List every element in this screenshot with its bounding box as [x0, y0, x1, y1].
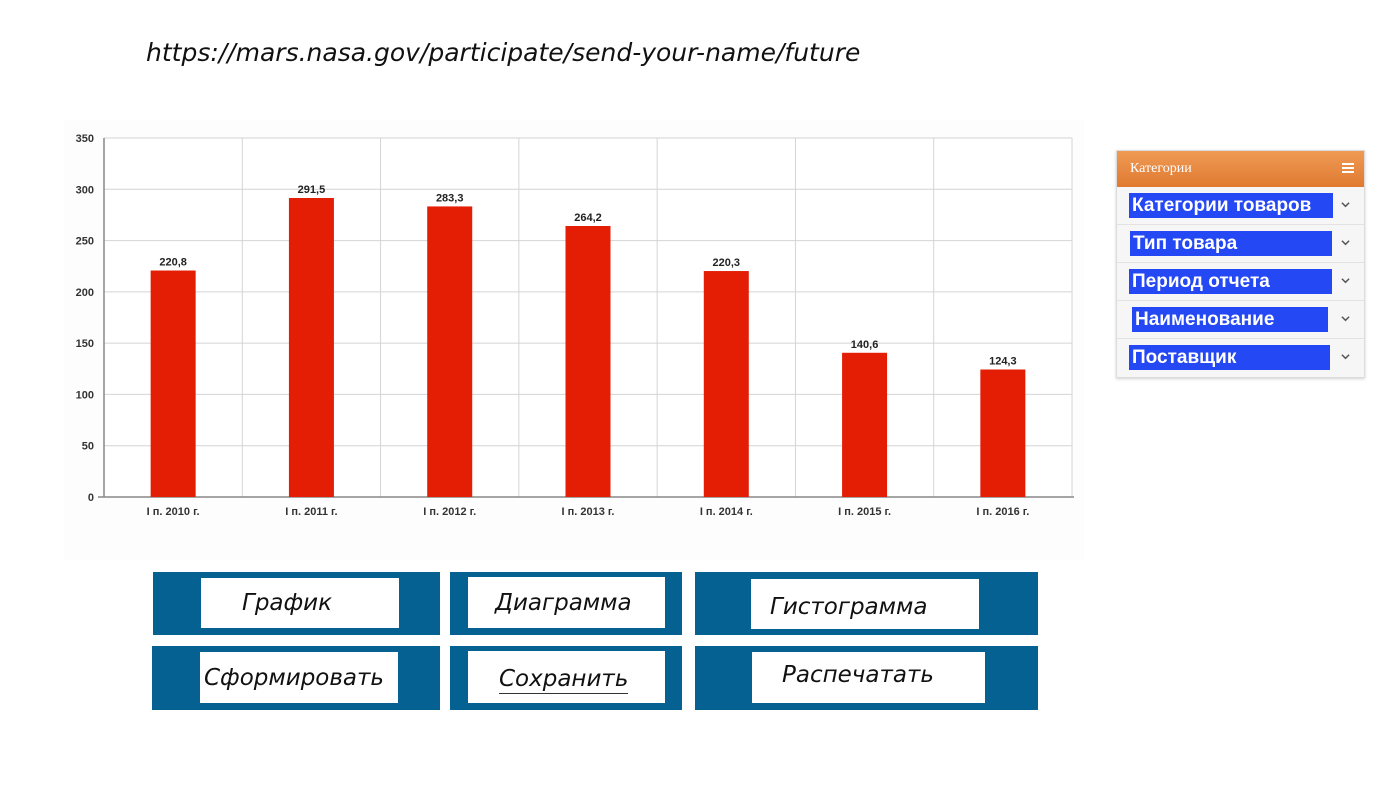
- print-button-label: Распечатать: [782, 661, 934, 688]
- data-label: 220,3: [713, 257, 741, 269]
- sidebar-item-label: Период отчета: [1129, 269, 1332, 294]
- chevron-down-icon: [1341, 240, 1350, 246]
- generate-button-label: Сформировать: [204, 664, 384, 691]
- bar: [703, 271, 749, 497]
- save-button[interactable]: Сохранить: [468, 651, 665, 703]
- diagram-button[interactable]: Диаграмма: [468, 577, 665, 628]
- y-tick-label: 0: [88, 492, 94, 504]
- x-tick-label: I п. 2011 г.: [285, 506, 337, 518]
- y-tick-label: 300: [76, 184, 94, 196]
- save-button-label: Сохранить: [499, 666, 629, 695]
- sidebar-item-supplier[interactable]: Поставщик: [1117, 339, 1364, 376]
- diagram-button-label: Диаграмма: [495, 589, 632, 616]
- url-text: https://mars.nasa.gov/participate/send-y…: [146, 38, 861, 67]
- data-label: 264,2: [574, 212, 602, 224]
- sidebar-item-product-categories[interactable]: Категории товаров: [1117, 187, 1364, 225]
- y-tick-label: 150: [76, 338, 94, 350]
- sidebar-item-report-period[interactable]: Период отчета: [1117, 263, 1364, 301]
- histogram-button[interactable]: Гистограмма: [751, 579, 979, 629]
- y-tick-label: 350: [76, 133, 94, 145]
- diagram-button-frame: Диаграмма: [450, 572, 682, 635]
- sidebar-item-name[interactable]: Наименование: [1117, 301, 1364, 339]
- chevron-down-icon: [1341, 354, 1350, 360]
- data-label: 220,8: [159, 257, 187, 269]
- data-label: 283,3: [436, 192, 464, 204]
- chart-button-frame: График: [153, 572, 440, 635]
- x-tick-label: I п. 2012 г.: [423, 506, 476, 518]
- data-label: 124,3: [989, 356, 1017, 368]
- histogram-button-label: Гистограмма: [770, 594, 928, 620]
- y-tick-label: 250: [76, 236, 94, 248]
- bar-chart: 0 50 100 150 200 250 300 350 220,8 I п. 2010 г. 29…: [64, 120, 1084, 560]
- bar: [842, 352, 888, 497]
- sidebar-item-label: Поставщик: [1129, 345, 1330, 370]
- x-tick-label: I п. 2013 г.: [562, 506, 615, 518]
- x-tick-label: I п. 2015 г.: [838, 506, 891, 518]
- sidebar-item-product-type[interactable]: Тип товара: [1117, 225, 1364, 263]
- bar: [427, 206, 473, 497]
- bar-chart-svg: 0 50 100 150 200 250 300 350 220,8 I п. 2010 г. 29…: [76, 133, 1074, 518]
- sidebar-item-label: Наименование: [1132, 307, 1328, 332]
- print-button-frame: Распечатать: [695, 646, 1038, 710]
- print-button[interactable]: Распечатать: [752, 652, 985, 703]
- save-button-frame: Сохранить: [450, 646, 682, 710]
- chart-button[interactable]: График: [201, 578, 399, 628]
- y-tick-label: 100: [76, 389, 94, 401]
- bar: [288, 198, 334, 498]
- chevron-down-icon: [1341, 202, 1350, 208]
- sidebar-item-label: Тип товара: [1130, 231, 1332, 256]
- sidebar-item-label: Категории товаров: [1129, 193, 1333, 218]
- x-tick-label: I п. 2010 г.: [147, 506, 200, 518]
- sidebar-title: Категории: [1130, 161, 1192, 176]
- chevron-down-icon: [1341, 316, 1350, 322]
- y-tick-label: 200: [76, 287, 94, 299]
- y-tick-label: 50: [82, 441, 94, 453]
- bar: [980, 369, 1026, 497]
- bar: [150, 270, 196, 497]
- hamburger-menu-icon[interactable]: [1342, 163, 1354, 174]
- generate-button-frame: Сформировать: [152, 646, 440, 710]
- data-label: 140,6: [851, 339, 879, 351]
- chevron-down-icon: [1341, 278, 1350, 284]
- generate-button[interactable]: Сформировать: [200, 652, 398, 703]
- sidebar-header: Категории: [1117, 151, 1364, 187]
- x-tick-label: I п. 2014 г.: [700, 506, 753, 518]
- chart-button-label: График: [242, 590, 333, 616]
- histogram-button-frame: Гистограмма: [695, 572, 1038, 635]
- categories-sidebar: Категории Категории товаров Тип товара П…: [1116, 150, 1365, 378]
- x-tick-label: I п. 2016 г.: [976, 506, 1029, 518]
- bar: [565, 226, 611, 497]
- data-label: 291,5: [298, 184, 326, 196]
